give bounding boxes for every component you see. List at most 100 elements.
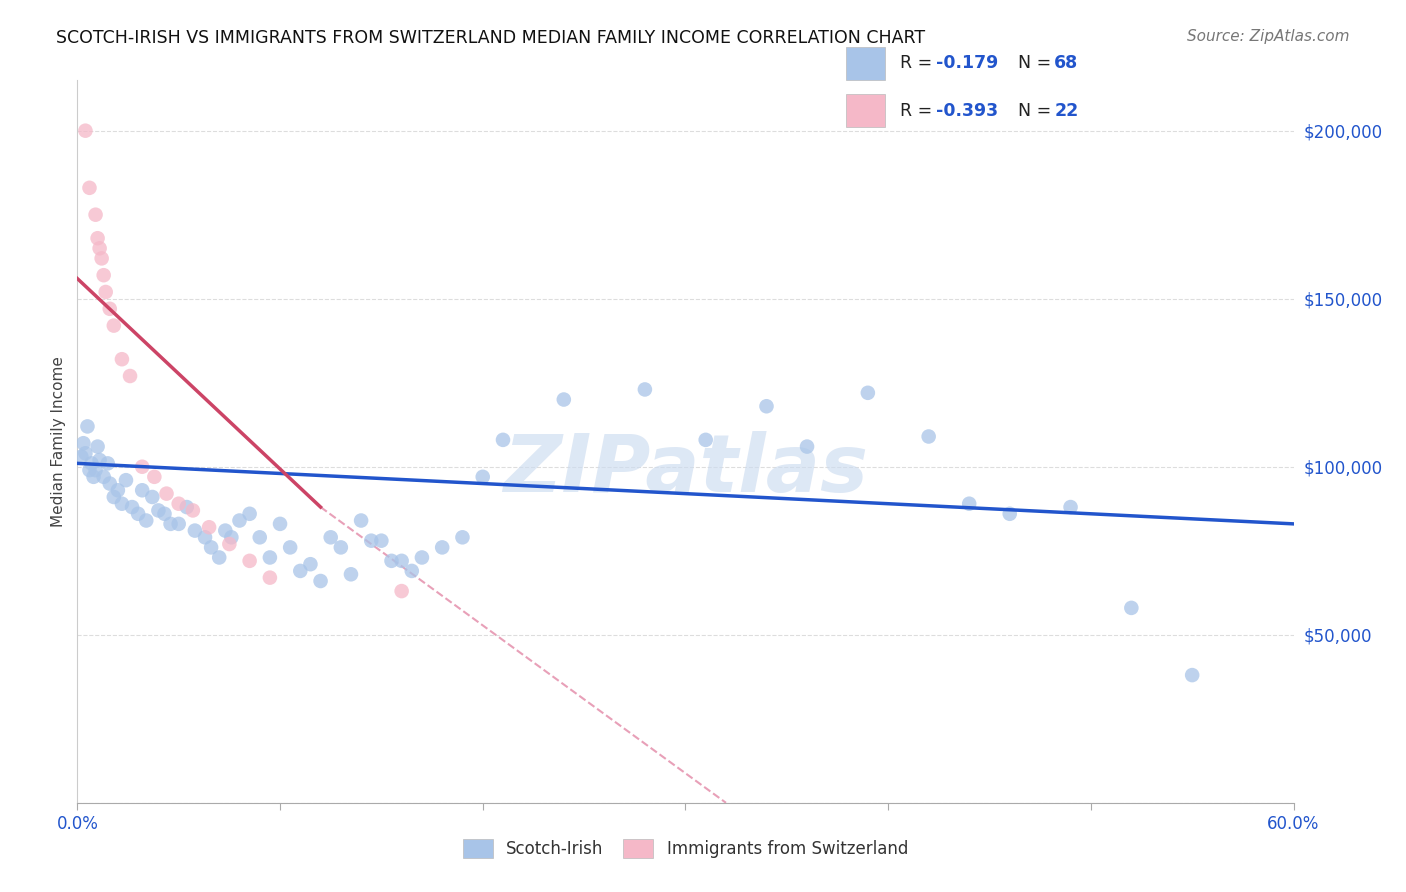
Point (553, 392, 575, 407)
Y-axis label: Median Family Income: Median Family Income (51, 356, 66, 527)
Text: N =: N = (1018, 54, 1057, 72)
Point (918, 429, 941, 443)
Point (131, 483, 153, 498)
Point (218, 537, 240, 551)
Point (340, 567, 363, 582)
Point (84, 208, 107, 222)
Point (93, 268, 115, 283)
Point (94, 285, 117, 299)
Point (309, 574, 332, 588)
Point (471, 470, 494, 484)
Point (228, 514, 250, 528)
Text: 68: 68 (1054, 54, 1078, 72)
Point (89, 241, 111, 255)
Point (269, 516, 291, 531)
Point (380, 554, 402, 568)
Point (1059, 500, 1081, 514)
Point (90, 252, 112, 266)
Point (290, 564, 312, 578)
Point (181, 503, 204, 517)
Point (430, 541, 453, 555)
Point (86, 440, 108, 454)
Point (72, 436, 94, 450)
Point (89, 453, 111, 467)
FancyBboxPatch shape (845, 95, 884, 127)
Point (79, 463, 101, 477)
Point (200, 541, 222, 555)
Point (695, 433, 717, 447)
Point (80, 456, 103, 470)
Point (70, 450, 93, 464)
Text: R =: R = (900, 54, 938, 72)
Point (411, 550, 433, 565)
Text: N =: N = (1018, 102, 1057, 120)
Point (107, 483, 129, 498)
Point (998, 507, 1021, 521)
Point (492, 433, 515, 447)
Point (167, 516, 190, 531)
Point (259, 550, 281, 565)
Point (131, 459, 153, 474)
Text: -0.393: -0.393 (936, 102, 998, 120)
Point (194, 530, 217, 544)
Point (159, 516, 181, 531)
Text: -0.179: -0.179 (936, 54, 998, 72)
Point (319, 530, 342, 544)
Point (115, 473, 138, 487)
Point (370, 533, 392, 548)
Point (76, 419, 98, 434)
Point (83, 470, 105, 484)
Point (796, 440, 818, 454)
Point (755, 399, 778, 413)
Text: R =: R = (900, 102, 938, 120)
Point (208, 550, 231, 565)
Point (103, 318, 125, 333)
Text: Source: ZipAtlas.com: Source: ZipAtlas.com (1187, 29, 1350, 44)
Point (1181, 668, 1204, 682)
Point (391, 554, 413, 568)
Point (391, 584, 413, 599)
Point (1121, 600, 1143, 615)
Text: 22: 22 (1054, 102, 1078, 120)
Point (249, 530, 271, 544)
Text: ZIPatlas: ZIPatlas (503, 432, 868, 509)
Point (184, 524, 207, 538)
Point (634, 383, 657, 397)
Point (259, 571, 281, 585)
Point (401, 564, 423, 578)
Point (143, 470, 166, 484)
Point (451, 530, 474, 544)
Point (118, 369, 141, 384)
Point (153, 507, 176, 521)
Point (221, 530, 243, 544)
Point (167, 497, 190, 511)
Point (176, 500, 198, 514)
FancyBboxPatch shape (845, 47, 884, 79)
Point (155, 486, 177, 500)
Point (98, 476, 121, 491)
Text: SCOTCH-IRISH VS IMMIGRANTS FROM SWITZERLAND MEDIAN FAMILY INCOME CORRELATION CHA: SCOTCH-IRISH VS IMMIGRANTS FROM SWITZERL… (56, 29, 925, 46)
Point (957, 497, 980, 511)
Point (79, 181, 101, 195)
Point (135, 514, 157, 528)
Point (329, 541, 352, 555)
Point (278, 541, 301, 555)
Point (75, 446, 97, 460)
Point (141, 490, 163, 504)
Point (360, 533, 382, 548)
Point (98, 301, 121, 316)
Point (103, 490, 125, 504)
Point (148, 503, 170, 517)
Point (97, 456, 120, 470)
Point (121, 500, 143, 514)
Point (127, 507, 149, 521)
Point (239, 507, 262, 521)
Point (111, 352, 134, 367)
Point (111, 497, 134, 511)
Point (93, 470, 115, 484)
Point (84, 463, 107, 477)
Point (239, 554, 262, 568)
Point (86, 231, 108, 245)
Point (198, 520, 221, 534)
Point (299, 558, 322, 572)
